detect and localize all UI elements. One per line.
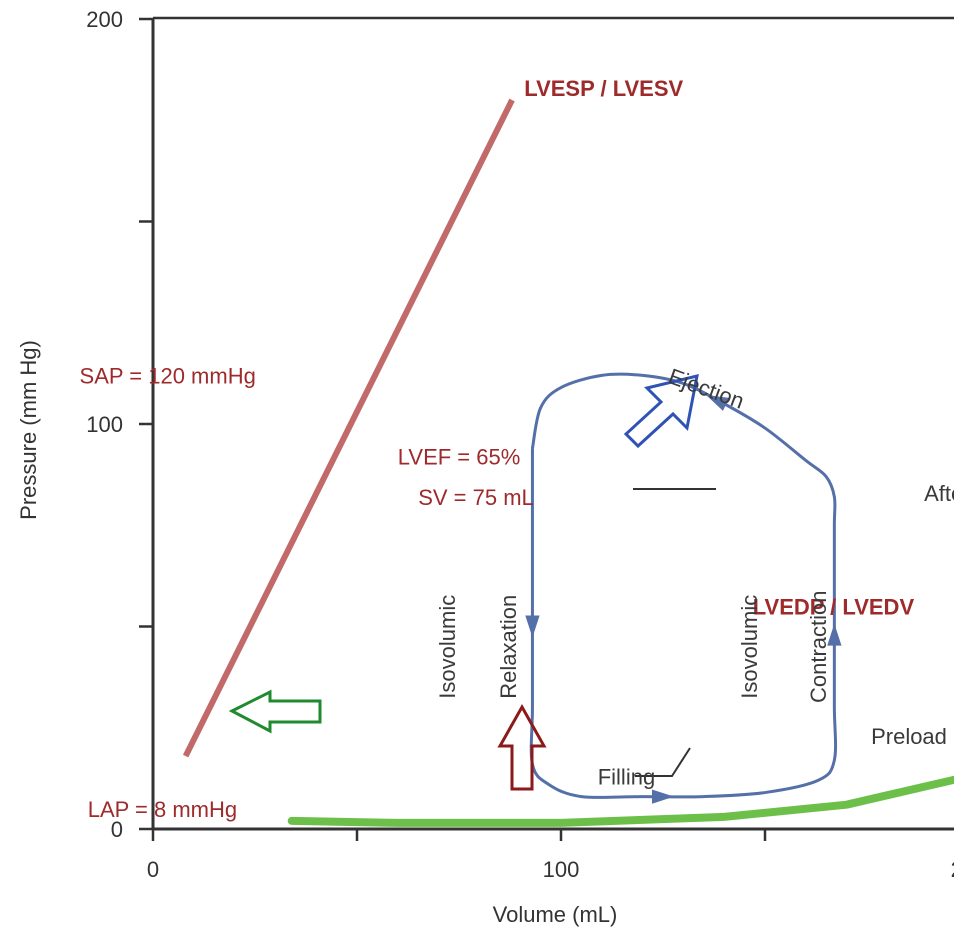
x-axis-ticks: 0 100 200 bbox=[147, 829, 954, 882]
annotation-label: SV = 75 mL bbox=[418, 485, 534, 510]
annotation-label: Filling bbox=[598, 764, 655, 789]
y-axis-title: Pressure (mm Hg) bbox=[16, 340, 41, 520]
leader-lines bbox=[633, 488, 716, 777]
annotation-label: LVESP / LVESV bbox=[524, 76, 683, 101]
series-layer bbox=[182, 98, 954, 827]
filling-arrow bbox=[652, 789, 674, 804]
green-left-arrow bbox=[228, 689, 322, 734]
lvedp-lvedv-curve bbox=[287, 775, 954, 827]
relaxation-arrow bbox=[525, 615, 540, 638]
x-tick-label: 200 bbox=[951, 857, 954, 882]
y-tick-label: 200 bbox=[86, 7, 123, 32]
preload-leader bbox=[635, 747, 691, 777]
annotation-label: Isovolumic bbox=[435, 595, 460, 699]
y-tick-label: 0 bbox=[111, 817, 123, 842]
lvesp-lvesv-line bbox=[182, 98, 515, 758]
annotation-label: LVEDP / LVEDV bbox=[753, 594, 915, 619]
annotation-label: Contraction bbox=[806, 590, 831, 703]
annotation-label: SAP = 120 mmHg bbox=[80, 364, 256, 389]
x-tick-label: 100 bbox=[543, 857, 580, 882]
red-up-arrow bbox=[497, 703, 547, 791]
x-tick-label: 0 bbox=[147, 857, 159, 882]
annotation-label: LVEF = 65% bbox=[398, 445, 521, 470]
contraction-arrow bbox=[827, 623, 842, 646]
annotation-label: Preload bbox=[871, 724, 947, 749]
annotation-label: Isovolumic bbox=[737, 595, 762, 699]
pv-loop bbox=[529, 372, 838, 799]
blue-up-right-arrow bbox=[623, 373, 699, 449]
loop-direction-arrows bbox=[525, 395, 842, 804]
annotations: LVESP / LVESV SAP = 120 mmHg LVEF = 65% SV … bbox=[80, 76, 954, 822]
annotation-label: Relaxation bbox=[496, 595, 521, 699]
annotation-label: LAP = 8 mmHg bbox=[88, 797, 237, 822]
ejection-arrow bbox=[706, 395, 730, 411]
annotation-label: Ejection bbox=[665, 363, 747, 413]
annotation-label: Afterload bbox=[924, 481, 954, 506]
y-tick-label: 100 bbox=[86, 412, 123, 437]
x-axis-title: Volume (mL) bbox=[493, 902, 618, 927]
y-axis-ticks: 0 100 200 bbox=[86, 7, 153, 842]
outline-arrows bbox=[228, 373, 699, 791]
